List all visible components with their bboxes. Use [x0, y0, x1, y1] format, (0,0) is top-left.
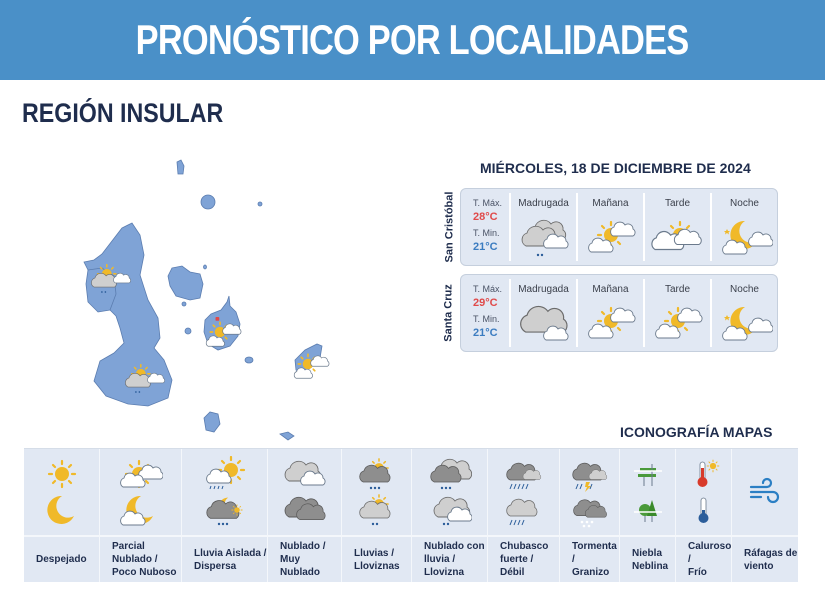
forecast-card: T. Máx. 29°C T. Min. 21°C Madrugada Maña…	[460, 274, 778, 352]
map-icon-isabela-south	[125, 363, 165, 393]
clear-icon	[24, 449, 99, 537]
forecast-date: MIÉRCOLES, 18 DE DICIEMBRE DE 2024	[480, 160, 751, 176]
temperature-block: T. Máx. 28°C T. Min. 21°C	[461, 193, 511, 261]
storm-hail-icon	[560, 449, 619, 537]
cloudy-rain-icon	[412, 449, 487, 537]
period-manana: Mañana	[578, 193, 645, 261]
period-madrugada: Madrugada	[511, 279, 578, 347]
region-title: REGIÓN INSULAR	[22, 98, 224, 128]
forecast-row-san-cristobal: San Cristóbal T. Máx. 28°C T. Min. 21°C …	[440, 188, 780, 266]
rain-drizzle-icon	[342, 449, 411, 537]
legend-item-rafagas: Ráfagas de viento	[732, 449, 798, 582]
tmin-value: 21°C	[473, 327, 498, 339]
hot-cold-icon	[676, 449, 731, 537]
legend-item-despejado: Despejado	[24, 449, 100, 582]
location-name: San Cristóbal	[443, 191, 455, 263]
shower-icon	[488, 449, 559, 537]
map-icon-isabela-north	[91, 263, 131, 293]
legend-item-parcial-nublado: Parcial Nublado / Poco Nuboso	[100, 449, 182, 582]
period-noche: Noche	[712, 193, 777, 261]
tmin-label: T. Min.	[473, 314, 500, 324]
period-manana: Mañana	[578, 279, 645, 347]
tmin-label: T. Min.	[473, 228, 500, 238]
legend-item-caluroso: Caluroso / Frío	[676, 449, 732, 582]
legend-table: Despejado Parcial Nublado / Poco Nuboso L…	[24, 448, 798, 582]
period-tarde: Tarde	[645, 279, 712, 347]
cloudy-drizzle-icon	[521, 219, 569, 257]
partly-cloudy-day-icon	[587, 220, 636, 253]
temperature-block: T. Máx. 29°C T. Min. 21°C	[461, 279, 511, 347]
island-wolf	[176, 159, 185, 175]
island-pinta	[200, 194, 216, 210]
legend-item-tormenta: Tormenta / Granizo	[560, 449, 620, 582]
tmin-value: 21°C	[473, 241, 498, 253]
island-floreana	[203, 411, 221, 433]
tmax-label: T. Máx.	[473, 284, 503, 294]
legend-item-nublado-lluvia: Nublado con lluvia / Llovizna	[412, 449, 488, 582]
partly-cloudy-icon	[100, 449, 181, 537]
tmax-value: 29°C	[473, 297, 498, 309]
partly-cloudy-day-icon	[654, 306, 703, 339]
cloudy-icon	[268, 449, 341, 537]
legend-item-nublado: Nublado / Muy Nublado	[268, 449, 342, 582]
tmax-value: 28°C	[473, 211, 498, 223]
isolated-rain-icon	[182, 449, 267, 537]
galapagos-map	[80, 150, 370, 445]
cloudy-icon	[519, 305, 569, 341]
partly-cloudy-day-icon	[587, 306, 636, 339]
wind-gust-icon	[732, 449, 798, 537]
legend-item-niebla: Niebla Neblina	[620, 449, 676, 582]
page-header: PRONÓSTICO POR LOCALIDADES	[0, 0, 825, 80]
partly-cloudy-night-icon	[721, 306, 773, 341]
fog-mist-icon	[620, 449, 675, 537]
period-tarde: Tarde	[645, 193, 712, 261]
page-title: PRONÓSTICO POR LOCALIDADES	[136, 16, 690, 63]
legend-title: ICONOGRAFÍA MAPAS	[620, 424, 773, 440]
period-noche: Noche	[712, 279, 777, 347]
partly-cloudy-night-icon	[721, 220, 773, 255]
period-madrugada: Madrugada	[511, 193, 578, 261]
legend-item-chubasco: Chubasco fuerte / Débil	[488, 449, 560, 582]
island-santiago	[167, 265, 204, 301]
tmax-label: T. Máx.	[473, 198, 503, 208]
legend-item-lluvia-aislada: Lluvia Aislada / Dispersa	[182, 449, 268, 582]
legend-item-lluvias: Lluvias / Lloviznas	[342, 449, 412, 582]
map-icon-santa-cruz	[205, 317, 242, 347]
partly-cloudy-day-icon	[650, 220, 702, 251]
forecast-row-santa-cruz: Santa Cruz T. Máx. 29°C T. Min. 21°C Mad…	[440, 274, 780, 352]
location-name: Santa Cruz	[443, 284, 455, 342]
island-espanola	[279, 431, 295, 441]
forecast-card: T. Máx. 28°C T. Min. 21°C Madrugada Maña…	[460, 188, 778, 266]
